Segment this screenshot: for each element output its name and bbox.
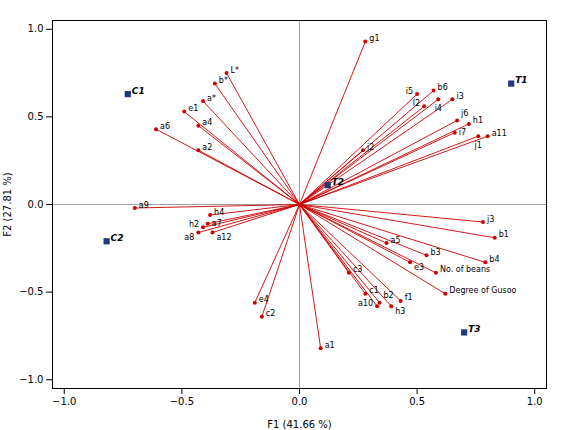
- svg-text:c2: c2: [266, 309, 276, 318]
- svg-text:a1: a1: [325, 341, 335, 350]
- svg-text:h3: h3: [395, 307, 405, 316]
- svg-text:−1.0: −1.0: [52, 396, 76, 407]
- svg-text:h1: h1: [473, 116, 483, 125]
- svg-text:F1 (41.66 %): F1 (41.66 %): [267, 419, 332, 430]
- svg-text:C2: C2: [111, 233, 124, 243]
- svg-text:−0.5: −0.5: [19, 286, 43, 297]
- svg-text:0.5: 0.5: [28, 111, 44, 122]
- svg-text:c1: c1: [369, 286, 379, 295]
- svg-text:j2: j2: [366, 143, 374, 152]
- svg-text:b*: b*: [219, 76, 228, 85]
- svg-text:1.0: 1.0: [28, 23, 44, 34]
- svg-text:−1.0: −1.0: [19, 374, 43, 385]
- svg-text:a11: a11: [492, 129, 507, 138]
- svg-text:L*: L*: [231, 66, 239, 75]
- svg-text:e3: e3: [414, 263, 424, 272]
- svg-text:0.5: 0.5: [409, 396, 425, 407]
- svg-text:c3: c3: [353, 265, 363, 274]
- svg-text:a5: a5: [391, 236, 401, 245]
- svg-text:a12: a12: [216, 233, 231, 242]
- svg-text:h4: h4: [214, 208, 224, 217]
- svg-text:b6: b6: [438, 83, 448, 92]
- svg-text:T1: T1: [515, 75, 527, 85]
- svg-text:a10: a10: [358, 299, 373, 308]
- svg-text:i4: i4: [435, 104, 442, 113]
- svg-text:i5: i5: [406, 87, 413, 96]
- svg-text:i7: i7: [459, 128, 466, 137]
- svg-text:j6: j6: [460, 109, 468, 118]
- svg-text:b3: b3: [431, 248, 441, 257]
- svg-text:C1: C1: [132, 86, 145, 96]
- svg-text:b2: b2: [383, 291, 393, 300]
- svg-text:a*: a*: [207, 94, 216, 103]
- svg-text:j3: j3: [486, 215, 494, 224]
- svg-text:T2: T2: [332, 177, 344, 187]
- svg-text:Degree of Gusoo: Degree of Gusoo: [449, 286, 516, 295]
- svg-text:F2 (27.81 %): F2 (27.81 %): [2, 172, 13, 237]
- svg-text:e4: e4: [259, 295, 269, 304]
- svg-text:0.0: 0.0: [292, 396, 308, 407]
- svg-text:a4: a4: [202, 118, 212, 127]
- svg-text:−0.5: −0.5: [170, 396, 194, 407]
- svg-text:i3: i3: [456, 92, 463, 101]
- svg-text:b4: b4: [489, 255, 499, 264]
- svg-text:f1: f1: [405, 293, 413, 302]
- svg-text:a8: a8: [184, 233, 194, 242]
- svg-text:a7: a7: [212, 219, 222, 228]
- svg-text:T3: T3: [468, 324, 480, 334]
- svg-text:No. of beans: No. of beans: [440, 265, 490, 274]
- svg-text:g1: g1: [369, 34, 379, 43]
- svg-text:e1: e1: [188, 104, 198, 113]
- svg-text:a2: a2: [202, 143, 212, 152]
- svg-text:a9: a9: [139, 201, 149, 210]
- svg-text:0.0: 0.0: [28, 199, 44, 210]
- svg-text:1.0: 1.0: [527, 396, 543, 407]
- svg-text:l2: l2: [413, 99, 420, 108]
- svg-text:b1: b1: [499, 230, 509, 239]
- svg-text:a6: a6: [160, 122, 170, 131]
- svg-text:h2: h2: [189, 220, 199, 229]
- svg-text:j1: j1: [474, 141, 482, 150]
